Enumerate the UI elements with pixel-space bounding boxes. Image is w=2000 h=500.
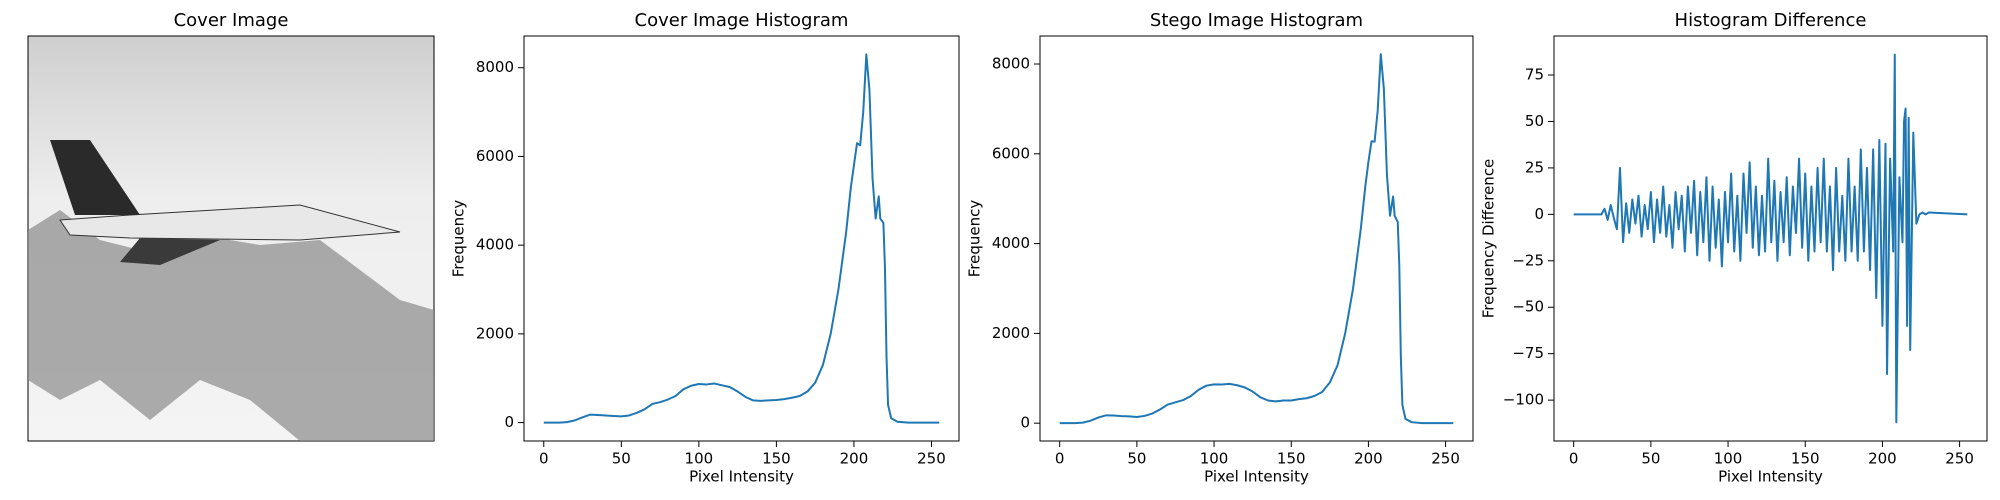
x-axis-label: Pixel Intensity: [1718, 468, 1823, 486]
x-tick-label: 250: [1431, 450, 1460, 468]
x-tick-label: 150: [1791, 450, 1820, 468]
x-tick-label: 0: [1569, 450, 1579, 468]
y-tick-label: 6000: [992, 144, 1030, 162]
chart-title: Cover Image: [174, 10, 289, 31]
x-tick-label: 250: [1945, 450, 1974, 468]
x-tick-label: 200: [1868, 450, 1897, 468]
x-tick-label: 200: [1354, 450, 1383, 468]
x-tick-label: 100: [685, 450, 714, 468]
jet-body: [59, 204, 401, 241]
y-tick-label: −25: [1512, 251, 1544, 269]
y-axis-label: Frequency Difference: [1480, 159, 1498, 319]
jet-tail: [50, 140, 140, 215]
y-axis-label: Frequency: [450, 200, 468, 278]
x-axis-label: Pixel Intensity: [1204, 468, 1309, 486]
x-tick-label: 150: [762, 450, 791, 468]
jet-wing: [120, 238, 220, 265]
chart-title: Stego Image Histogram: [1150, 10, 1363, 31]
y-tick-label: 2000: [476, 324, 514, 342]
y-tick-label: 8000: [992, 55, 1030, 73]
cover-image: [27, 35, 435, 442]
y-tick-label: 8000: [476, 58, 514, 76]
y-tick-label: 50: [1525, 112, 1544, 130]
x-tick-label: 100: [1200, 450, 1229, 468]
y-tick-label: 0: [504, 413, 514, 431]
y-tick-label: −75: [1512, 344, 1544, 362]
plot-frame: [1039, 35, 1474, 442]
y-tick-label: 6000: [476, 147, 514, 165]
x-tick-label: 50: [1641, 450, 1660, 468]
data-line: [543, 53, 940, 424]
x-tick-label: 0: [539, 450, 549, 468]
y-tick-label: 25: [1525, 158, 1544, 176]
plot-frame: [523, 35, 960, 442]
y-tick-label: 75: [1525, 66, 1544, 84]
x-tick-label: 0: [1055, 450, 1065, 468]
data-line: [1059, 53, 1454, 425]
y-tick-label: 4000: [476, 236, 514, 254]
x-tick-label: 100: [1714, 450, 1743, 468]
x-tick-label: 250: [917, 450, 946, 468]
mountains: [28, 210, 434, 441]
y-tick-label: 2000: [992, 324, 1030, 342]
chart-title: Histogram Difference: [1675, 10, 1867, 31]
y-tick-label: 0: [1020, 414, 1030, 432]
x-tick-label: 150: [1277, 450, 1306, 468]
y-tick-label: 0: [1534, 205, 1544, 223]
y-axis-label: Frequency: [966, 200, 984, 278]
chart-title: Cover Image Histogram: [635, 10, 849, 31]
x-tick-label: 200: [840, 450, 869, 468]
x-tick-label: 50: [1127, 450, 1146, 468]
y-tick-label: 4000: [992, 234, 1030, 252]
y-tick-label: −100: [1503, 391, 1544, 409]
x-axis-label: Pixel Intensity: [689, 468, 794, 486]
plot-frame: [1553, 35, 1988, 442]
data-line: [1573, 53, 1968, 424]
y-tick-label: −50: [1512, 298, 1544, 316]
x-tick-label: 50: [612, 450, 631, 468]
